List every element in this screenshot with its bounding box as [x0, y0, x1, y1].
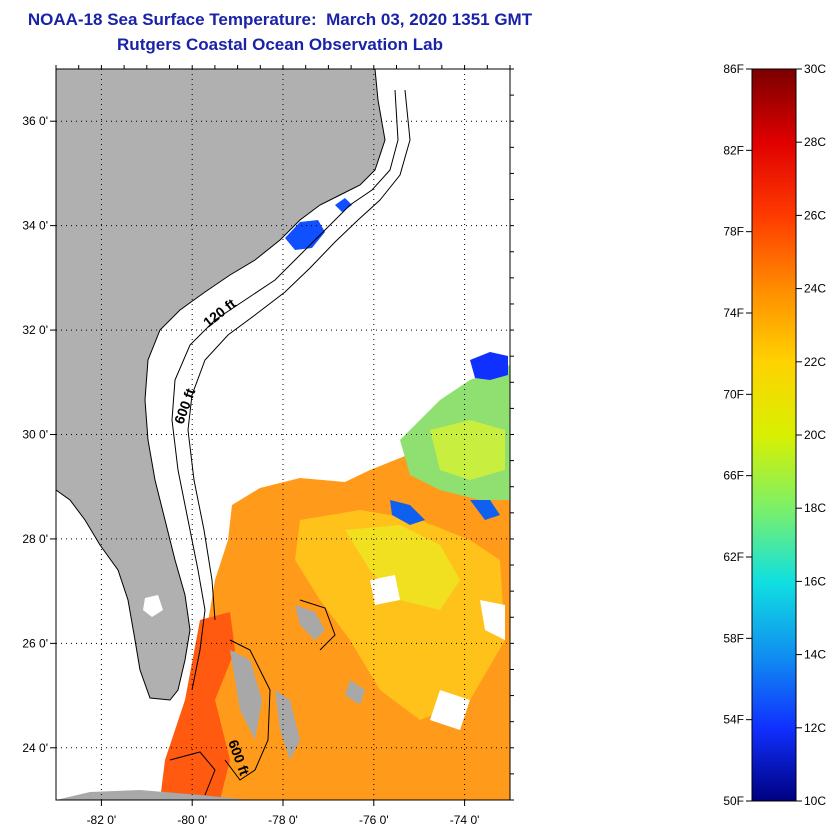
colorbar-f-label: 62F: [723, 550, 744, 564]
colorbar-f-label: 78F: [723, 225, 744, 239]
colorbar-c-label: 10C: [804, 794, 826, 808]
colorbar-f-label: 50F: [723, 794, 744, 808]
sst-mild-region: [295, 510, 505, 720]
lon-tick-label: -74 0': [450, 813, 480, 827]
lat-tick-label: 26 0': [22, 636, 48, 650]
lon-tick-label: -80 0': [177, 813, 207, 827]
colorbar-f-label: 74F: [723, 306, 744, 320]
lat-tick-label: 34 0': [22, 219, 48, 233]
lat-tick-label: 28 0': [22, 532, 48, 546]
colorbar-c-label: 16C: [804, 574, 826, 588]
colorbar-ticks: 86F 82F 78F 74F 70F 66F 62F 58F 54F 50F 30C 28C 26C 2…: [723, 62, 826, 808]
colorbar-f-label: 70F: [723, 387, 744, 401]
colorbar-c-label: 30C: [804, 62, 826, 76]
temperature-colorbar: [751, 68, 797, 802]
contour-600ft: [187, 89, 411, 621]
lat-tick-label: 36 0': [22, 114, 48, 128]
colorbar-c-label: 22C: [804, 355, 826, 369]
colorbar-f-label: 82F: [723, 143, 744, 157]
lon-tick-label: -76 0': [359, 813, 389, 827]
colorbar-c-label: 18C: [804, 501, 826, 515]
colorbar-f-label: 58F: [723, 631, 744, 645]
colorbar-f-label: 86F: [723, 62, 744, 76]
map-grid: -82 0' -80 0' -78 0' -76 0' -74 0' 36 0' 34 0'…: [22, 65, 514, 827]
colorbar-c-label: 26C: [804, 208, 826, 222]
colorbar-f-label: 54F: [723, 713, 744, 727]
colorbar-c-label: 28C: [804, 135, 826, 149]
colorbar-f-label: 66F: [723, 469, 744, 483]
colorbar-c-label: 24C: [804, 282, 826, 296]
lat-tick-label: 24 0': [22, 741, 48, 755]
map-title: NOAA-18 Sea Surface Temperature: March 0…: [27, 10, 533, 29]
lat-tick-label: 30 0': [22, 428, 48, 442]
lon-tick-label: -82 0': [87, 813, 117, 827]
colorbar-c-label: 20C: [804, 428, 826, 442]
lon-tick-label: -78 0': [268, 813, 298, 827]
colorbar-c-label: 14C: [804, 648, 826, 662]
lat-tick-label: 32 0': [22, 323, 48, 337]
contour-120ft: [171, 89, 399, 691]
map-subtitle: Rutgers Coastal Ocean Observation Lab: [117, 35, 443, 54]
colorbar-c-label: 12C: [804, 721, 826, 735]
us-southeast-land: [56, 69, 386, 701]
